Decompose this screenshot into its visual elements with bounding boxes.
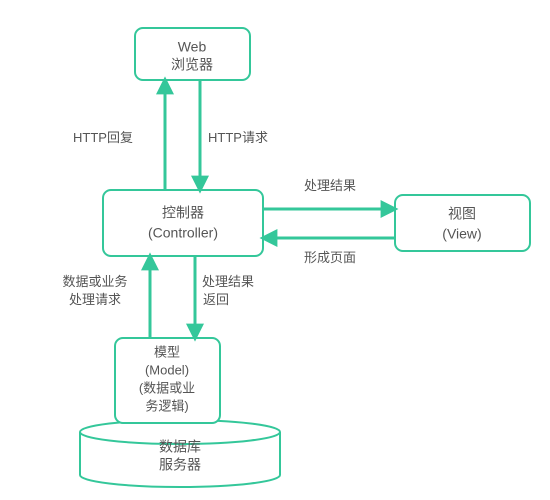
browser-l1: Web [178,39,207,55]
model-l1: 模型 [154,344,180,359]
lbl-http-resp: HTTP回复 [73,130,133,145]
mvc-diagram: 数据库 服务器 模型 (Model) (数据或业 务逻辑) 控制器 (Contr… [0,0,550,500]
db-label-2: 服务器 [159,457,201,473]
view-l2: (View) [442,226,481,242]
lbl-data-req1: 数据或业务 [62,274,127,289]
browser-l2: 浏览器 [171,57,213,73]
node-model: 模型 (Model) (数据或业 务逻辑) [115,338,220,423]
model-l4: 务逻辑) [145,398,188,413]
lbl-proc-ret1: 处理结果 [202,274,254,289]
model-l3: (数据或业 [139,380,195,395]
lbl-proc-ret2: 返回 [203,292,229,307]
ctrl-l1: 控制器 [162,205,204,221]
db-label-1: 数据库 [159,439,201,455]
node-view: 视图 (View) [395,195,530,251]
node-browser: Web 浏览器 [135,28,250,80]
lbl-data-req2: 处理请求 [69,292,121,307]
ctrl-l2: (Controller) [148,225,218,241]
node-database: 数据库 服务器 [80,420,280,487]
model-l2: (Model) [145,362,189,377]
lbl-form-page: 形成页面 [304,250,356,265]
view-l1: 视图 [448,206,476,222]
lbl-http-req: HTTP请求 [208,130,268,145]
node-controller: 控制器 (Controller) [103,190,263,256]
lbl-proc-res: 处理结果 [304,178,356,193]
